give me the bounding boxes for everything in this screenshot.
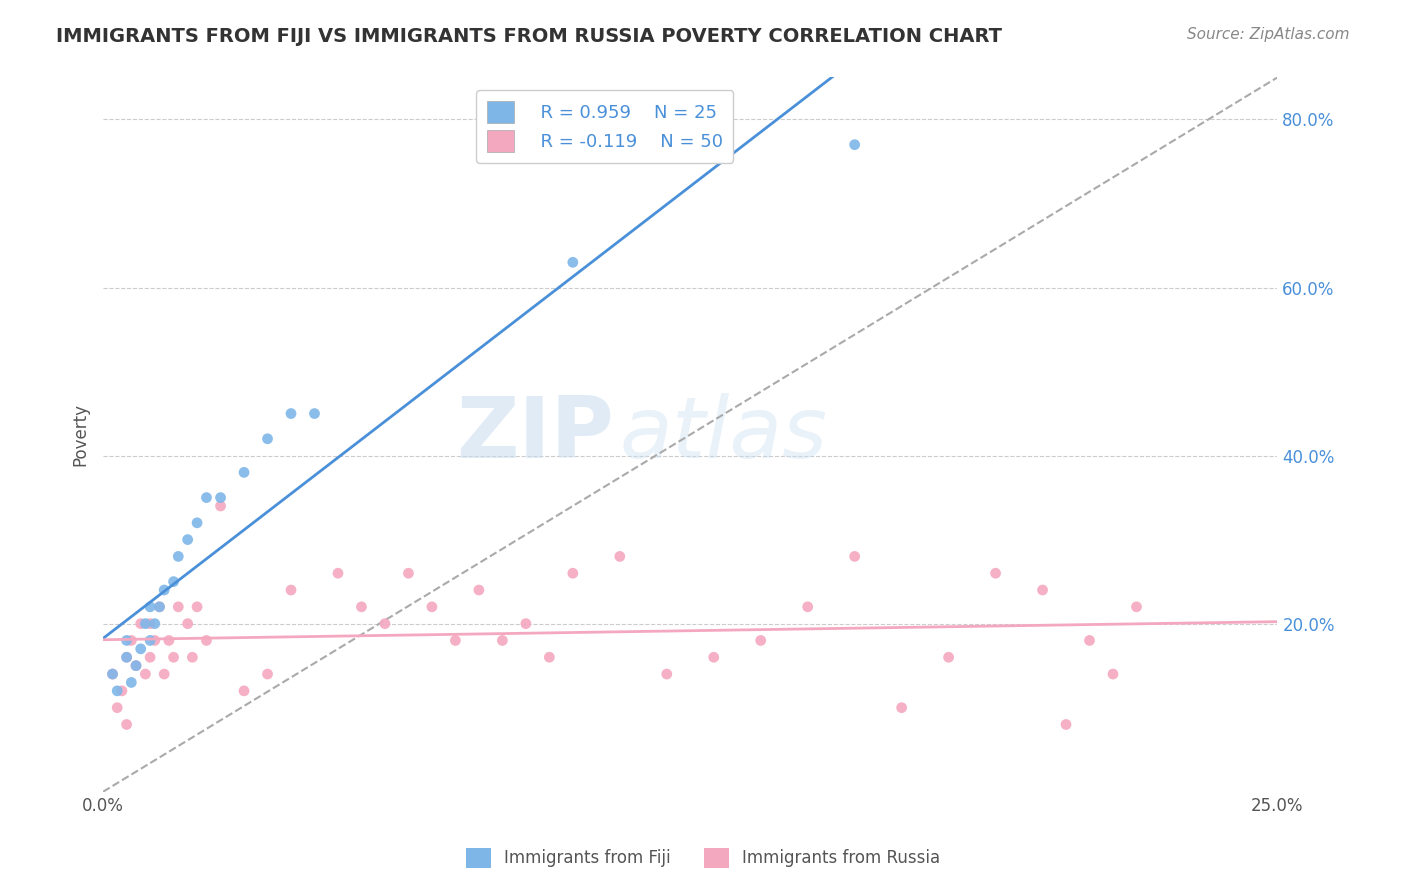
Point bbox=[609, 549, 631, 564]
Point bbox=[129, 616, 152, 631]
Point bbox=[374, 616, 396, 631]
Point bbox=[129, 641, 152, 656]
Point bbox=[125, 658, 148, 673]
Point bbox=[111, 684, 134, 698]
Point bbox=[256, 667, 278, 681]
Point bbox=[844, 137, 866, 152]
Point bbox=[844, 549, 866, 564]
Point bbox=[538, 650, 561, 665]
Point bbox=[115, 650, 138, 665]
Point bbox=[153, 667, 176, 681]
Point bbox=[101, 667, 124, 681]
Point bbox=[1031, 582, 1053, 597]
Point bbox=[1078, 633, 1101, 648]
Point bbox=[703, 650, 725, 665]
Point bbox=[195, 633, 218, 648]
Point bbox=[115, 633, 138, 648]
Point bbox=[125, 658, 148, 673]
Point bbox=[153, 582, 176, 597]
Legend: Immigrants from Fiji, Immigrants from Russia: Immigrants from Fiji, Immigrants from Ru… bbox=[458, 841, 948, 875]
Point bbox=[209, 499, 232, 513]
Point bbox=[420, 599, 443, 614]
Point bbox=[134, 667, 156, 681]
Point bbox=[890, 700, 912, 714]
Point bbox=[350, 599, 373, 614]
Point bbox=[233, 466, 256, 480]
Point bbox=[1125, 599, 1147, 614]
Point bbox=[1054, 717, 1077, 731]
Point bbox=[1102, 667, 1125, 681]
Text: ZIP: ZIP bbox=[456, 393, 614, 476]
Legend:   R = 0.959    N = 25,   R = -0.119    N = 50: R = 0.959 N = 25, R = -0.119 N = 50 bbox=[477, 90, 734, 163]
Point bbox=[176, 533, 198, 547]
Point bbox=[139, 616, 162, 631]
Point bbox=[139, 599, 162, 614]
Point bbox=[134, 616, 156, 631]
Point bbox=[162, 574, 184, 589]
Point bbox=[304, 407, 326, 421]
Point bbox=[280, 407, 302, 421]
Point bbox=[655, 667, 678, 681]
Point bbox=[143, 616, 166, 631]
Point bbox=[139, 650, 162, 665]
Point bbox=[233, 684, 256, 698]
Point bbox=[139, 633, 162, 648]
Point bbox=[101, 667, 124, 681]
Point bbox=[468, 582, 491, 597]
Point bbox=[186, 599, 208, 614]
Point bbox=[796, 599, 818, 614]
Text: Source: ZipAtlas.com: Source: ZipAtlas.com bbox=[1187, 27, 1350, 42]
Point bbox=[209, 491, 232, 505]
Text: atlas: atlas bbox=[620, 393, 828, 476]
Point bbox=[120, 633, 142, 648]
Point bbox=[515, 616, 537, 631]
Y-axis label: Poverty: Poverty bbox=[72, 403, 89, 466]
Point bbox=[280, 582, 302, 597]
Point bbox=[195, 491, 218, 505]
Point bbox=[148, 599, 170, 614]
Point bbox=[561, 255, 583, 269]
Point bbox=[181, 650, 204, 665]
Text: IMMIGRANTS FROM FIJI VS IMMIGRANTS FROM RUSSIA POVERTY CORRELATION CHART: IMMIGRANTS FROM FIJI VS IMMIGRANTS FROM … bbox=[56, 27, 1002, 45]
Point bbox=[157, 633, 180, 648]
Point bbox=[186, 516, 208, 530]
Point bbox=[105, 684, 128, 698]
Point bbox=[115, 650, 138, 665]
Point bbox=[444, 633, 467, 648]
Point bbox=[326, 566, 349, 581]
Point bbox=[984, 566, 1007, 581]
Point bbox=[561, 566, 583, 581]
Point bbox=[167, 549, 190, 564]
Point bbox=[120, 675, 142, 690]
Point bbox=[176, 616, 198, 631]
Point bbox=[148, 599, 170, 614]
Point bbox=[396, 566, 419, 581]
Point bbox=[749, 633, 772, 648]
Point bbox=[491, 633, 513, 648]
Point bbox=[162, 650, 184, 665]
Point bbox=[105, 700, 128, 714]
Point bbox=[938, 650, 960, 665]
Point bbox=[143, 633, 166, 648]
Point bbox=[115, 717, 138, 731]
Point bbox=[167, 599, 190, 614]
Point bbox=[256, 432, 278, 446]
